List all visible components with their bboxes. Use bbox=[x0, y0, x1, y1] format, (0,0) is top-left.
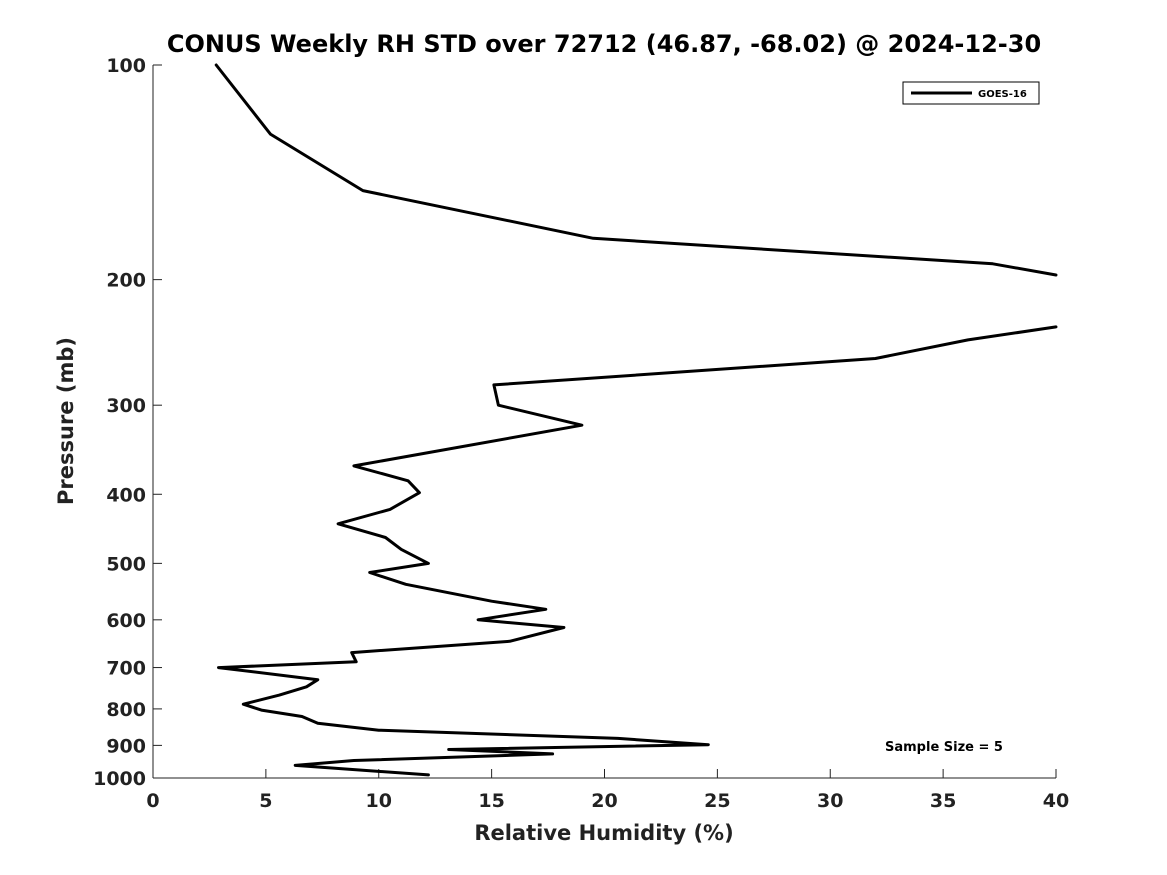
x-tick-label: 10 bbox=[366, 790, 392, 812]
x-tick-label: 5 bbox=[259, 790, 272, 812]
y-tick-label: 600 bbox=[106, 610, 146, 632]
x-tick-label: 20 bbox=[591, 790, 617, 812]
y-tick-label: 900 bbox=[106, 735, 146, 757]
x-tick-label: 30 bbox=[817, 790, 843, 812]
series-group bbox=[214, 63, 1058, 777]
y-tick-label: 100 bbox=[106, 55, 146, 77]
y-tick-label: 500 bbox=[106, 553, 146, 575]
y-tick-label: 700 bbox=[106, 658, 146, 680]
y-tick-label: 800 bbox=[106, 699, 146, 721]
x-tick-label: 25 bbox=[704, 790, 730, 812]
sample-size-annotation: Sample Size = 5 bbox=[885, 740, 1003, 755]
x-ticks: 0 5 10 15 20 25 30 35 40 bbox=[146, 769, 1069, 812]
y-tick-label: 1000 bbox=[93, 768, 146, 790]
x-tick-label: 35 bbox=[930, 790, 956, 812]
legend-label: GOES-16 bbox=[978, 89, 1027, 100]
x-tick-label: 0 bbox=[146, 790, 159, 812]
x-tick-label: 15 bbox=[478, 790, 504, 812]
legend: GOES-16 bbox=[902, 81, 1040, 105]
chart-title: CONUS Weekly RH STD over 72712 (46.87, -… bbox=[167, 30, 1041, 58]
series-line-goes-16 bbox=[214, 63, 1058, 777]
y-tick-label: 200 bbox=[106, 270, 146, 292]
y-tick-label: 400 bbox=[106, 484, 146, 506]
y-ticks: 100 200 300 400 500 600 700 800 900 1000 bbox=[93, 55, 162, 790]
y-tick-label: 300 bbox=[106, 395, 146, 417]
x-tick-label: 40 bbox=[1043, 790, 1069, 812]
y-axis-label: Pressure (mb) bbox=[54, 337, 78, 505]
x-axis-label: Relative Humidity (%) bbox=[474, 821, 733, 845]
